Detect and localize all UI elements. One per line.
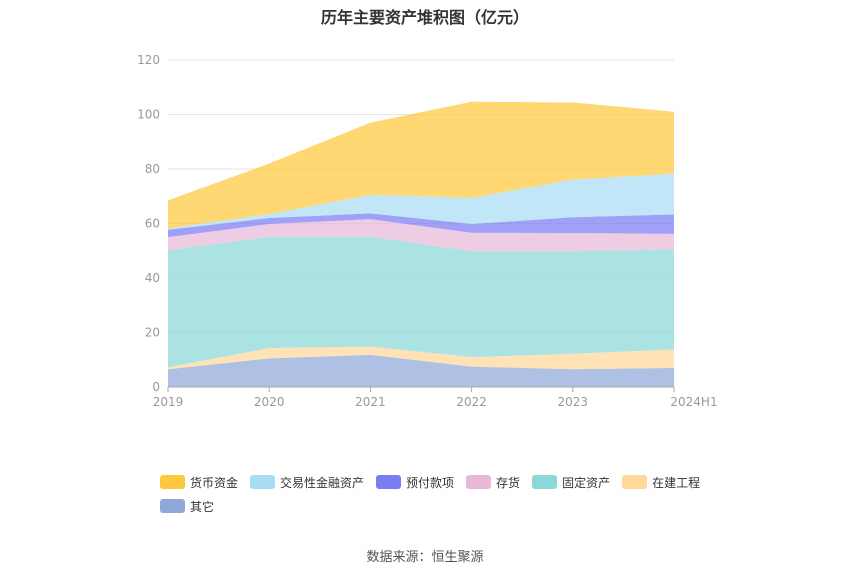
legend-item[interactable]: 存货	[466, 474, 520, 490]
legend-item[interactable]: 在建工程	[622, 474, 700, 490]
legend-label: 预付款项	[406, 475, 455, 490]
legend-item[interactable]: 固定资产	[532, 474, 610, 490]
legend-item[interactable]: 其它	[160, 498, 214, 514]
legend-swatch	[376, 475, 402, 489]
y-tick-label: 120	[137, 53, 160, 67]
axes: 0 20 40 60 80 100 120 2019 2020 2021 2022 2023 2024H…	[137, 53, 718, 409]
chart-title: 历年主要资产堆积图（亿元）	[320, 8, 529, 27]
legend-swatch	[250, 475, 276, 489]
x-tick-label: 2020	[254, 395, 285, 409]
legend-item[interactable]: 预付款项	[376, 474, 454, 490]
y-tick-label: 60	[145, 217, 160, 231]
y-tick-label: 80	[145, 162, 160, 176]
legend-swatch	[622, 475, 648, 489]
data-source: 数据来源：恒生聚源	[366, 550, 484, 565]
y-tick-label: 0	[152, 380, 160, 394]
legend-label: 在建工程	[652, 475, 701, 490]
legend-label: 其它	[190, 499, 215, 514]
legend-label: 存货	[496, 475, 521, 490]
legend-swatch	[160, 499, 185, 513]
y-tick-label: 40	[145, 271, 160, 285]
area-2[interactable]	[168, 236, 674, 368]
legend-label: 固定资产	[562, 475, 611, 490]
x-tick-label: 2022	[456, 395, 487, 409]
y-tick-label: 100	[137, 108, 160, 122]
x-tick-label: 2024H1	[670, 395, 717, 409]
area-6[interactable]	[168, 101, 674, 229]
area-5[interactable]	[168, 173, 674, 230]
y-tick-label: 20	[145, 326, 160, 340]
legend-swatch	[532, 475, 558, 489]
legend-label: 货币资金	[190, 475, 239, 490]
area-series	[168, 101, 674, 387]
area-3[interactable]	[168, 219, 674, 252]
x-tick-label: 2023	[558, 395, 589, 409]
legend-item[interactable]: 货币资金	[160, 474, 238, 490]
legend-item[interactable]: 交易性金融资产	[250, 474, 364, 490]
legend-swatch	[466, 475, 492, 489]
x-tick-label: 2021	[355, 395, 386, 409]
legend-label: 交易性金融资产	[280, 475, 365, 490]
legend: 货币资金 交易性金融资产 预付款项 存货 固定资产 在建工程其它	[160, 474, 720, 522]
area-4[interactable]	[168, 213, 674, 238]
legend-swatch	[160, 475, 185, 489]
area-0[interactable]	[168, 354, 674, 387]
x-tick-label: 2019	[153, 395, 184, 409]
area-1[interactable]	[168, 346, 674, 370]
